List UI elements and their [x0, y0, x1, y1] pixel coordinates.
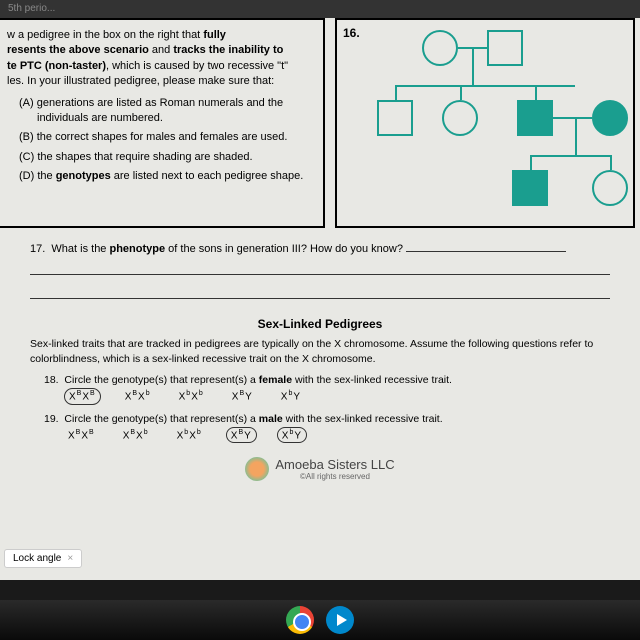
copyright: ©All rights reserved [275, 472, 394, 481]
genotype-option[interactable]: XbY [277, 427, 307, 443]
instruction-list: (A) generations are listed as Roman nume… [7, 96, 313, 185]
question-16-box: 16. [335, 18, 635, 228]
lock-angle-button[interactable]: Lock angle × [4, 549, 82, 568]
question-17: 17. What is the phenotype of the sons in… [0, 243, 640, 299]
question-15-box: w a pedigree in the box on the right tha… [0, 18, 325, 228]
genotype-option[interactable]: XBXb [121, 389, 155, 403]
question-18: 18. Circle the genotype(s) that represen… [0, 372, 640, 410]
pedigree-square [512, 170, 548, 206]
genotype-option[interactable]: XBXb [119, 428, 153, 442]
company-name: Amoeba Sisters LLC [275, 457, 394, 472]
answer-line[interactable] [30, 257, 610, 275]
pedigree-circle [442, 100, 478, 136]
chrome-icon[interactable] [286, 606, 314, 634]
list-item: (D) the genotypes are listed next to eac… [19, 169, 313, 184]
media-player-icon[interactable] [326, 606, 354, 634]
pedigree-square [377, 100, 413, 136]
section-heading: Sex-Linked Pedigrees [0, 317, 640, 331]
top-tab-bar: 5th perio... [0, 0, 640, 18]
taskbar [0, 600, 640, 640]
question-19: 19. Circle the genotype(s) that represen… [0, 411, 640, 449]
pedigree-square [517, 100, 553, 136]
genotype-option[interactable]: XBY [228, 389, 257, 403]
genotype-option[interactable]: XBXB [64, 428, 99, 442]
amoeba-icon [245, 457, 269, 481]
list-item: (C) the shapes that require shading are … [19, 150, 313, 165]
genotype-option[interactable]: XBXB [64, 388, 101, 404]
genotype-option[interactable]: XbY [277, 389, 305, 403]
genotype-option[interactable]: XbXb [173, 428, 206, 442]
pedigree-circle [592, 100, 628, 136]
section-intro: Sex-linked traits that are tracked in pe… [0, 331, 640, 372]
pedigree-circle [592, 170, 628, 206]
close-icon[interactable]: × [67, 553, 73, 564]
pedigree-square [487, 30, 523, 66]
footer-logo: Amoeba Sisters LLC ©All rights reserved [0, 457, 640, 486]
question-number: 16. [343, 26, 360, 40]
genotype-option[interactable]: XBY [226, 427, 257, 443]
instructions-text: w a pedigree in the box on the right tha… [7, 28, 313, 90]
genotype-option[interactable]: XbXb [175, 389, 208, 403]
list-item: (B) the correct shapes for males and fem… [19, 130, 313, 145]
answer-line[interactable] [30, 281, 610, 299]
list-item: (A) generations are listed as Roman nume… [19, 96, 313, 127]
pedigree-circle [422, 30, 458, 66]
pedigree-diagram [367, 25, 637, 225]
